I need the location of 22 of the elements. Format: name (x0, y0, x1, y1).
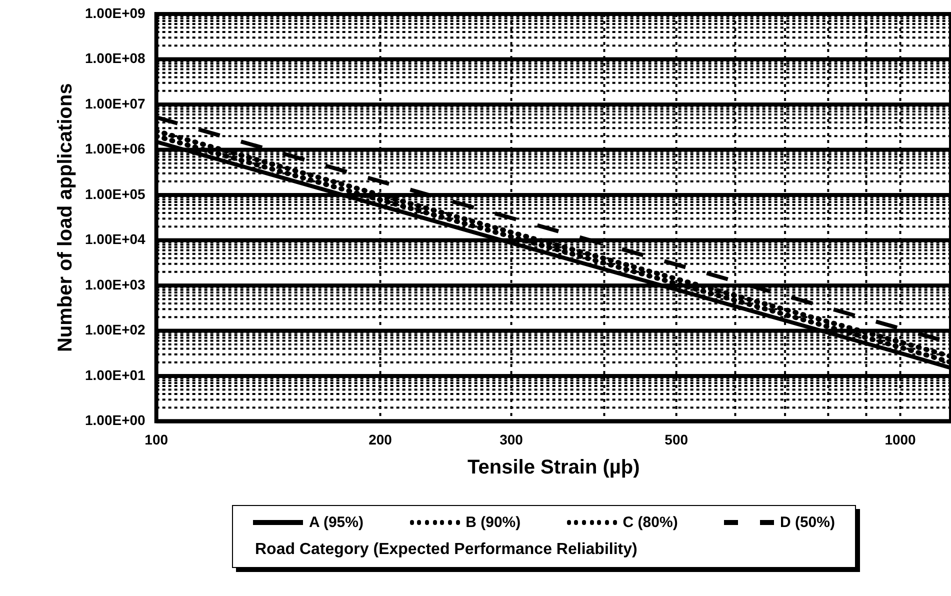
x-tick-label: 300 (500, 431, 524, 448)
x-axis-title: Tensile Strain (µþ) (468, 456, 640, 479)
x-tick-label: 200 (368, 431, 392, 448)
legend-label: B (90%) (466, 514, 521, 531)
legend-title: Road Category (Expected Performance Reliability) (254, 541, 638, 559)
y-tick-label: 1.00E+01 (84, 366, 146, 383)
y-tick-label: 1.00E+04 (84, 231, 146, 248)
y-tick-label: 1.00E+00 (84, 412, 146, 428)
y-tick-label: 1.00E+03 (84, 276, 146, 292)
y-tick-label: 1.00E+08 (84, 50, 146, 66)
x-tick-label: 100 (144, 431, 168, 448)
y-axis-title: Number of load applications (54, 83, 77, 352)
y-tick-label: 1.00E+06 (84, 140, 146, 157)
x-tick-label: 1000 (884, 431, 916, 448)
y-tick-label: 1.00E+05 (84, 186, 146, 202)
legend-label: D (50%) (780, 514, 835, 531)
legend-label: C (80%) (622, 514, 678, 531)
y-tick-label: 1.00E+09 (84, 4, 146, 21)
legend-label: A (95%) (309, 514, 364, 531)
y-tick-label: 1.00E+02 (84, 322, 146, 338)
x-tick-label: 500 (664, 431, 688, 448)
y-tick-label: 1.00E+07 (84, 95, 146, 112)
